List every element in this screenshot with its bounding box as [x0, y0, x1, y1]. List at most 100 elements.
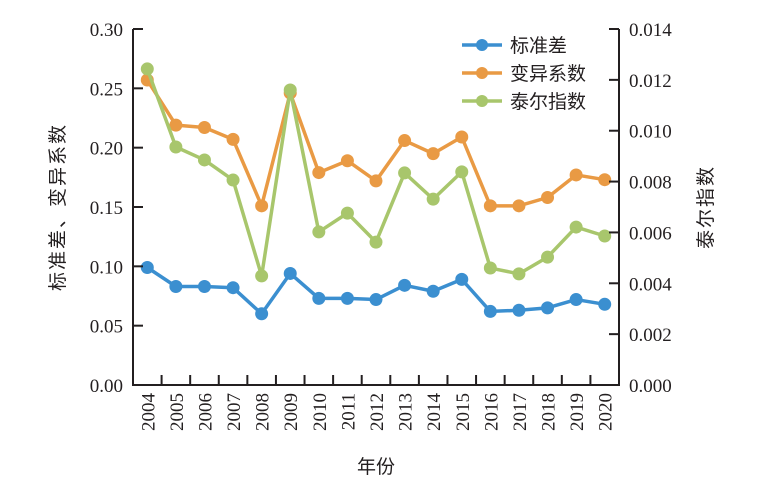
x-tick-label: 2008 — [253, 393, 274, 431]
legend-label: 标准差 — [510, 35, 567, 57]
legend-label: 变异系数 — [510, 63, 586, 85]
x-tick-label: 2020 — [596, 393, 617, 431]
data-point — [455, 165, 469, 179]
series-0 — [140, 261, 612, 321]
y-axis-right-title: 泰尔指数 — [695, 165, 717, 249]
data-point — [226, 281, 240, 295]
data-point — [455, 272, 469, 286]
data-point — [369, 293, 383, 307]
data-point — [512, 267, 526, 281]
data-point — [426, 192, 440, 206]
x-tick-label: 2010 — [310, 393, 331, 431]
x-tick-label: 2019 — [567, 393, 588, 431]
data-point — [169, 140, 183, 154]
x-axis-title: 年份 — [357, 456, 395, 478]
x-tick-label: 2012 — [367, 393, 388, 431]
x-tick-label: 2016 — [481, 393, 502, 431]
data-point — [569, 293, 583, 307]
data-point — [541, 250, 555, 264]
data-point — [541, 191, 555, 205]
data-point — [283, 266, 297, 280]
data-point — [312, 166, 326, 180]
data-point — [541, 301, 555, 315]
data-point — [340, 206, 354, 220]
data-point — [426, 284, 440, 298]
data-point — [455, 130, 469, 144]
series-line — [146, 266, 605, 316]
data-point — [197, 280, 211, 294]
data-point — [197, 153, 211, 167]
data-point — [398, 278, 412, 292]
data-point — [483, 304, 497, 318]
data-point — [255, 307, 269, 321]
data-point — [369, 174, 383, 188]
y-left-tick-label: 0.25 — [90, 79, 123, 100]
data-point — [340, 154, 354, 168]
y-left-tick-label: 0.05 — [90, 317, 123, 338]
y-left-tick-label: 0.15 — [90, 198, 123, 219]
x-tick-label: 2018 — [539, 393, 560, 431]
legend-item: 泰尔指数 — [462, 91, 586, 113]
x-tick-label: 2017 — [510, 393, 531, 431]
legend-item: 标准差 — [462, 35, 567, 57]
legend-item: 变异系数 — [462, 63, 586, 85]
data-point — [226, 173, 240, 187]
legend-dot-marker — [476, 95, 488, 107]
series-2 — [140, 62, 612, 283]
axes-layer: 0.00 0.05 0.10 0.15 0.20 0.25 0.30 0.000 0.002 0.… — [90, 20, 673, 431]
y-left-tick-label: 0.00 — [90, 376, 123, 397]
x-tick-label: 2006 — [195, 393, 216, 431]
y-right-tick-label: 0.002 — [629, 325, 672, 346]
data-point — [369, 235, 383, 249]
data-point — [483, 261, 497, 275]
x-tick-label: 2005 — [167, 393, 188, 431]
data-point — [598, 297, 612, 311]
data-point — [512, 303, 526, 317]
data-point — [312, 225, 326, 239]
data-point — [197, 120, 211, 134]
x-tick-label: 2014 — [424, 393, 445, 432]
data-point — [255, 199, 269, 213]
data-point — [255, 269, 269, 283]
y-right-tick-label: 0.006 — [629, 223, 672, 244]
data-point — [169, 280, 183, 294]
x-tick-label: 2004 — [138, 393, 159, 432]
data-point — [169, 118, 183, 132]
data-point — [398, 166, 412, 180]
y-axis-left-title: 标准差、变异系数 — [47, 123, 69, 291]
y-left-tick-label: 0.10 — [90, 257, 123, 278]
y-left-tick-label: 0.20 — [90, 139, 123, 160]
y-right-tick-label: 0.010 — [629, 122, 672, 143]
data-point — [398, 134, 412, 148]
legend-dot-marker — [476, 39, 488, 51]
data-point — [312, 291, 326, 305]
x-tick-label: 2007 — [224, 393, 245, 431]
x-tick-label: 2009 — [281, 393, 302, 431]
x-tick-label: 2011 — [338, 393, 359, 430]
y-right-tick-label: 0.014 — [629, 20, 672, 41]
data-point — [598, 173, 612, 187]
data-point — [226, 132, 240, 146]
y-right-tick-label: 0.012 — [629, 71, 672, 92]
x-tick-label: 2013 — [396, 393, 417, 431]
legend-dot-marker — [476, 67, 488, 79]
y-left-tick-label: 0.30 — [90, 20, 123, 41]
y-right-tick-label: 0.008 — [629, 173, 672, 194]
data-point — [569, 220, 583, 234]
data-point — [340, 291, 354, 305]
data-point — [140, 62, 154, 76]
data-point — [598, 229, 612, 243]
y-right-tick-label: 0.000 — [629, 376, 672, 397]
data-point — [140, 261, 154, 275]
data-point — [483, 199, 497, 213]
plot-series-layer — [140, 62, 612, 321]
data-point — [426, 147, 440, 161]
x-tick-label: 2015 — [453, 393, 474, 431]
data-point — [569, 168, 583, 182]
data-point — [283, 83, 297, 97]
y-right-tick-label: 0.004 — [629, 274, 672, 295]
data-point — [512, 199, 526, 213]
legend-label: 泰尔指数 — [510, 91, 586, 113]
